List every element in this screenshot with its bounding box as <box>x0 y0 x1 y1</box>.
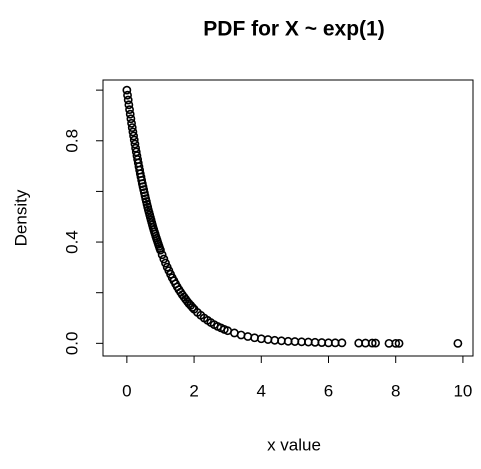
point <box>125 105 134 115</box>
point <box>130 139 140 149</box>
point <box>367 338 377 348</box>
point <box>159 254 169 264</box>
point <box>127 118 136 128</box>
x-tick-label: 2 <box>189 381 198 400</box>
point <box>371 338 380 348</box>
point <box>125 109 135 119</box>
point <box>129 135 139 145</box>
point <box>157 250 167 260</box>
x-tick-label: 10 <box>453 381 472 400</box>
y-tick-label: 0.4 <box>62 230 81 254</box>
x-tick-label: 0 <box>122 381 131 400</box>
x-tick-label: 8 <box>391 381 400 400</box>
point <box>123 90 132 100</box>
point <box>156 245 165 255</box>
point <box>187 302 197 312</box>
point <box>129 131 138 141</box>
x-tick-label: 4 <box>257 381 266 400</box>
x-axis-label: x value <box>267 435 321 454</box>
point <box>161 258 170 268</box>
y-tick-label: 0.8 <box>62 129 81 153</box>
point <box>122 85 132 95</box>
x-tick-label: 6 <box>324 381 333 400</box>
point <box>123 95 133 105</box>
y-tick-label: 0.0 <box>62 332 81 356</box>
point <box>128 127 138 137</box>
point <box>391 338 401 348</box>
point <box>337 338 347 348</box>
y-axis-label: Density <box>11 189 30 246</box>
point <box>394 338 404 348</box>
chart-title: PDF for X ~ exp(1) <box>203 18 384 41</box>
point <box>453 338 463 348</box>
point <box>127 123 137 133</box>
point <box>126 114 136 124</box>
point <box>124 100 134 110</box>
plot-box <box>102 79 474 357</box>
